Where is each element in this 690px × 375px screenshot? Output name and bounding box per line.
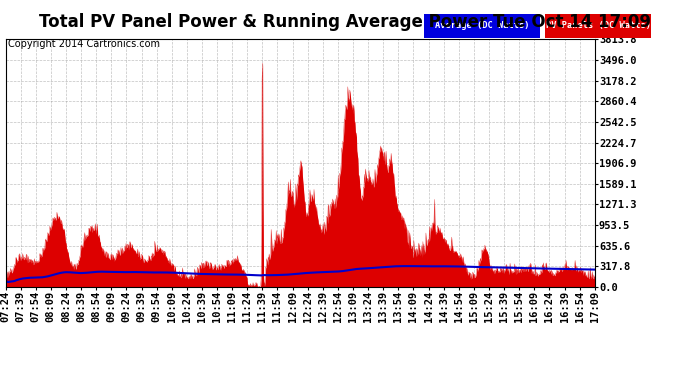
- Text: Total PV Panel Power & Running Average Power Tue Oct 14 17:09: Total PV Panel Power & Running Average P…: [39, 13, 651, 31]
- Text: Average (DC Watts): Average (DC Watts): [435, 21, 529, 30]
- Text: PV Panels (DC Watts): PV Panels (DC Watts): [546, 21, 651, 30]
- Text: Copyright 2014 Cartronics.com: Copyright 2014 Cartronics.com: [8, 39, 160, 50]
